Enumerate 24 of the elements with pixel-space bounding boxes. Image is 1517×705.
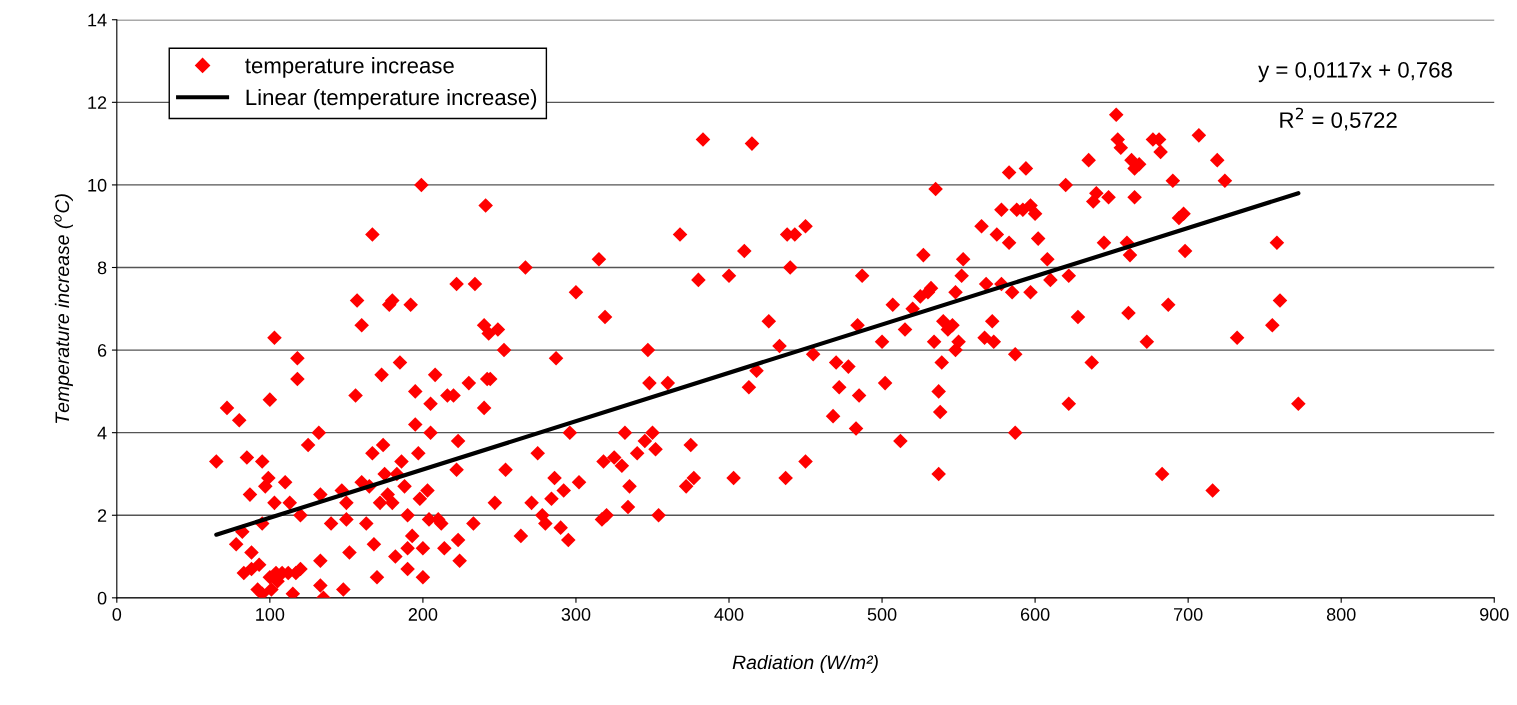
x-tick-label: 100 — [256, 608, 285, 621]
legend-label: temperature increase — [245, 57, 454, 78]
y-tick-label: 4 — [97, 426, 107, 440]
x-tick-label: 900 — [1480, 608, 1509, 621]
legend-label: Linear (temperature increase) — [246, 88, 537, 110]
x-tick-label: 200 — [408, 608, 438, 621]
x-tick-label: 400 — [714, 608, 744, 621]
y-axis-title: Temperature increase ($^{o}$C) — [53, 194, 73, 423]
y-tick-label: 6 — [97, 344, 107, 357]
y-tick-label: 0 — [97, 591, 107, 605]
x-tick-label: 300 — [561, 608, 591, 621]
annotation: y = 0,0117x + 0,768 — [1258, 62, 1452, 83]
x-axis-title: Radiation (W/m²) — [732, 654, 878, 674]
y-tick-label: 14 — [88, 13, 107, 27]
y-tick-label: 10 — [88, 178, 107, 192]
x-tick-label: 700 — [1174, 608, 1203, 621]
y-tick-label: 12 — [88, 96, 107, 109]
x-tick-label: 800 — [1326, 608, 1356, 621]
annotation: R$^{2}$ = 0,5722 — [1280, 107, 1397, 131]
y-tick-label: 8 — [97, 261, 107, 275]
x-tick-label: 600 — [1020, 608, 1050, 621]
y-tick-label: 2 — [97, 509, 107, 522]
x-tick-label: 0 — [112, 608, 122, 621]
x-tick-label: 500 — [867, 608, 897, 621]
